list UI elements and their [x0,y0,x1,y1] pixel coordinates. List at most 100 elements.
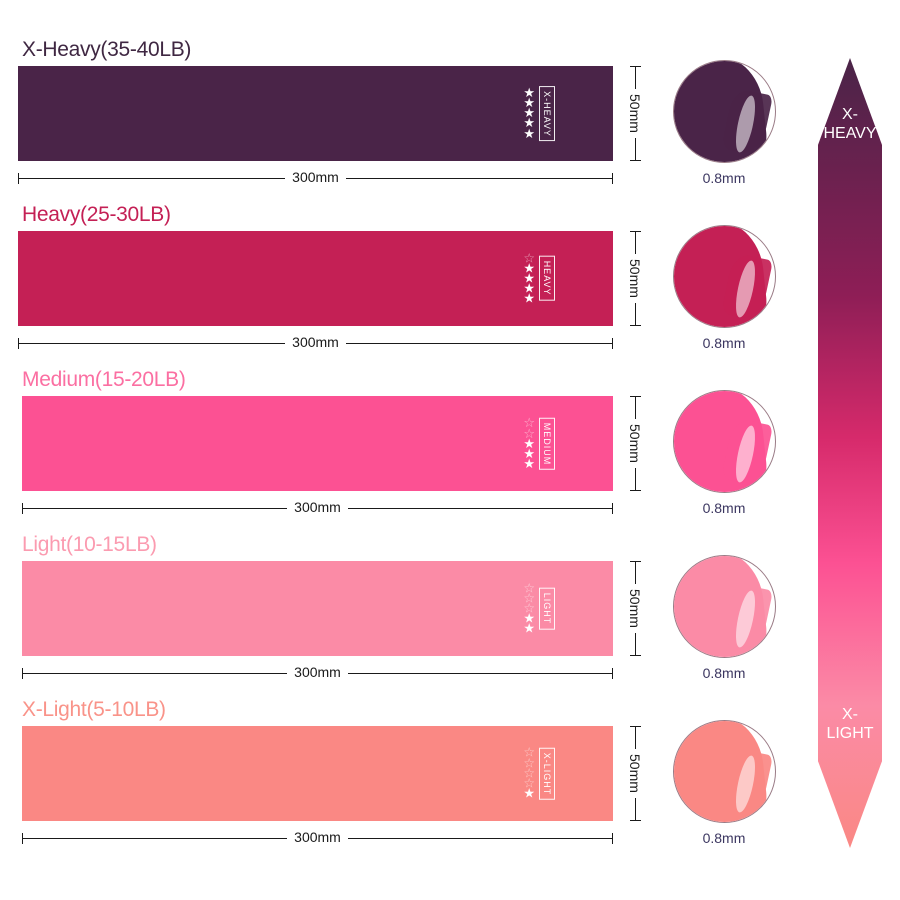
thickness-label: 0.8mm [702,335,746,351]
length-dimension: 300mm [22,826,613,850]
dimension-line [347,837,612,839]
dimension-line [345,177,612,179]
arrow-bottom-label: X- LIGHT [818,706,882,744]
width-dimension-label: 50mm [627,424,643,463]
resistance-gradient-arrow: X- HEAVY X- LIGHT [818,58,882,848]
star-empty-icon: ☆ [523,250,535,266]
star-empty-icon: ☆ [523,590,535,606]
band-strip-label: HEAVY [539,256,555,301]
band-strip: ☆ ☆ ☆ ☆ ★ X-LIGHT [22,726,613,821]
dimension-line [19,177,286,179]
star-rating: ★ ★ ★ ★ ★ [523,85,535,140]
arrow-top-label: X- HEAVY [818,106,882,144]
dimension-end-cap [22,667,23,679]
band-title: X-Heavy(35-40LB) [22,38,192,61]
thickness-inset: 0.8mm [664,225,784,351]
dimension-line [634,302,636,325]
band-title: X-Light(5-10LB) [22,698,166,721]
length-dimension: 300mm [18,331,613,355]
star-filled-icon: ★ [523,85,535,101]
width-dimension: 50mm [622,66,648,161]
dimension-end-cap [612,337,613,349]
band-strip-marking: ☆ ☆ ☆ ☆ ★ X-LIGHT [523,745,555,800]
length-dimension-label: 300mm [294,499,341,515]
band-title: Light(10-15LB) [22,533,157,556]
arrow-bottom-label-line2: LIGHT [826,724,874,742]
thickness-label: 0.8mm [702,500,746,516]
width-dimension: 50mm [622,726,648,821]
band-strip-marking: ☆ ★ ★ ★ ★ HEAVY [523,250,555,305]
length-dimension: 300mm [22,661,613,685]
thickness-detail-circle [672,225,776,328]
star-filled-icon: ★ [523,455,535,471]
star-filled-icon: ★ [523,115,535,131]
dimension-line [634,397,636,420]
star-filled-icon: ★ [523,105,535,121]
width-dimension: 50mm [622,231,648,326]
dimension-line [634,632,636,655]
star-rating: ☆ ☆ ☆ ★ ★ [523,580,535,636]
dimension-line [634,232,636,255]
star-filled-icon: ★ [523,260,535,276]
star-empty-icon: ☆ [523,745,535,761]
band-strip: ☆ ★ ★ ★ ★ HEAVY [18,231,613,326]
width-dimension-label: 50mm [627,589,643,628]
star-empty-icon: ☆ [523,765,535,781]
star-rating: ☆ ☆ ★ ★ ★ [523,415,535,471]
dimension-line [634,797,636,820]
star-rating: ☆ ☆ ☆ ☆ ★ [523,745,535,800]
length-dimension-label: 300mm [294,829,341,845]
thickness-label: 0.8mm [702,665,746,681]
band-strip-label: X-LIGHT [539,747,555,800]
length-dimension-label: 300mm [292,334,339,350]
band-row: Heavy(25-30LB) ☆ ★ ★ ★ ★ HEAVY 300mm 50mm [0,203,660,368]
star-filled-icon: ★ [523,270,535,286]
band-strip: ☆ ☆ ★ ★ ★ MEDIUM [22,396,613,491]
dimension-end-cap [629,820,641,821]
band-strip-marking: ☆ ☆ ★ ★ ★ MEDIUM [523,415,555,471]
width-dimension-label: 50mm [627,259,643,298]
star-empty-icon: ☆ [523,600,535,616]
star-empty-icon: ☆ [523,775,535,791]
dimension-end-cap [629,66,641,67]
dimension-line [345,342,612,344]
dimension-end-cap [18,172,19,184]
thickness-inset: 0.8mm [664,60,784,186]
thickness-inset: 0.8mm [664,390,784,516]
star-filled-icon: ★ [523,95,535,111]
dimension-end-cap [612,172,613,184]
star-filled-icon: ★ [523,445,535,461]
dimension-end-cap [629,561,641,562]
dimension-line [634,562,636,585]
thickness-detail-circle [672,720,776,823]
thickness-inset: 0.8mm [664,555,784,681]
dimension-line [634,727,636,750]
dimension-end-cap [629,490,641,491]
dimension-line [19,342,286,344]
star-empty-icon: ☆ [523,580,535,596]
star-filled-icon: ★ [523,435,535,451]
band-strip-marking: ★ ★ ★ ★ ★ X-HEAVY [523,85,555,142]
band-title: Medium(15-20LB) [22,368,186,391]
star-rating: ☆ ★ ★ ★ ★ [523,250,535,305]
star-filled-icon: ★ [523,280,535,296]
length-dimension: 300mm [22,496,613,520]
dimension-line [634,467,636,490]
dimension-end-cap [629,396,641,397]
width-dimension: 50mm [622,561,648,656]
band-strip-marking: ☆ ☆ ☆ ★ ★ LIGHT [523,580,555,636]
band-strip: ★ ★ ★ ★ ★ X-HEAVY [18,66,613,161]
star-filled-icon: ★ [523,620,535,636]
length-dimension-label: 300mm [294,664,341,680]
star-empty-icon: ☆ [523,415,535,431]
dimension-end-cap [629,160,641,161]
dimension-line [347,672,612,674]
band-strip-label: MEDIUM [539,417,555,470]
arrow-bottom-label-line1: X- [842,706,858,723]
arrow-shaft [818,58,882,848]
dimension-end-cap [22,832,23,844]
thickness-inset: 0.8mm [664,720,784,846]
thickness-detail-circle [672,555,776,658]
star-empty-icon: ☆ [523,755,535,771]
